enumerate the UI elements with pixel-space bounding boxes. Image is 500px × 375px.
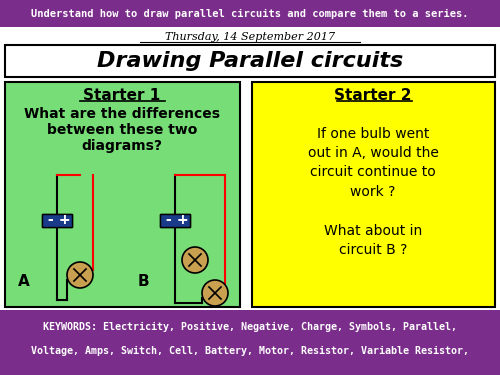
- Text: A: A: [18, 274, 30, 290]
- Circle shape: [182, 247, 208, 273]
- Text: Thursday, 14 September 2017: Thursday, 14 September 2017: [165, 32, 335, 42]
- FancyBboxPatch shape: [0, 0, 500, 27]
- Text: +: +: [58, 213, 70, 227]
- Text: Starter 2: Starter 2: [334, 87, 412, 102]
- Text: What are the differences
between these two
diagrams?: What are the differences between these t…: [24, 107, 220, 153]
- Text: Starter 1: Starter 1: [84, 87, 160, 102]
- Text: -: -: [47, 213, 53, 227]
- Text: +: +: [176, 213, 188, 227]
- Text: KEYWORDS: Electricity, Positive, Negative, Charge, Symbols, Parallel,: KEYWORDS: Electricity, Positive, Negativ…: [43, 322, 457, 332]
- Text: -: -: [165, 213, 171, 227]
- Bar: [42, 213, 72, 226]
- Circle shape: [67, 262, 93, 288]
- Text: +: +: [58, 213, 70, 227]
- Text: B: B: [138, 274, 149, 290]
- Bar: [42, 213, 72, 226]
- Text: +: +: [176, 213, 188, 227]
- FancyBboxPatch shape: [252, 82, 495, 307]
- Text: Drawing Parallel circuits: Drawing Parallel circuits: [97, 51, 403, 71]
- FancyBboxPatch shape: [5, 82, 240, 307]
- Text: Voltage, Amps, Switch, Cell, Battery, Motor, Resistor, Variable Resistor,: Voltage, Amps, Switch, Cell, Battery, Mo…: [31, 346, 469, 356]
- Text: If one bulb went
out in A, would the
circuit continue to
work ?

What about in
c: If one bulb went out in A, would the cir…: [308, 126, 438, 258]
- FancyBboxPatch shape: [0, 310, 500, 375]
- Circle shape: [202, 280, 228, 306]
- Text: Understand how to draw parallel circuits and compare them to a series.: Understand how to draw parallel circuits…: [31, 9, 469, 18]
- Bar: [160, 213, 190, 226]
- Bar: [160, 213, 190, 226]
- Text: -: -: [47, 213, 53, 227]
- FancyBboxPatch shape: [5, 45, 495, 77]
- Text: -: -: [165, 213, 171, 227]
